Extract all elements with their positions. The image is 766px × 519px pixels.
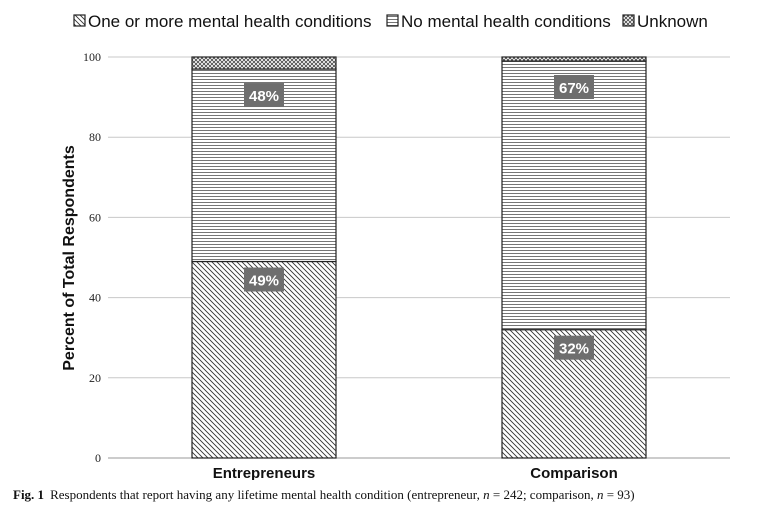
y-axis-label: Percent of Total Respondents bbox=[61, 145, 78, 371]
data-label-bg bbox=[554, 335, 594, 360]
legend-label: Unknown bbox=[637, 12, 708, 31]
legend-swatch bbox=[386, 14, 399, 27]
caption-n-val-2: = 93) bbox=[603, 487, 635, 502]
y-tick-label: 40 bbox=[89, 291, 101, 305]
x-axis-ticks: Entrepreneurs Comparison bbox=[213, 465, 618, 480]
y-tick-label: 100 bbox=[83, 50, 101, 64]
data-label-bg bbox=[554, 75, 594, 100]
data-label-text: 49% bbox=[249, 273, 279, 290]
stacked-bar-chart: One or more mental health conditions No m… bbox=[61, 12, 730, 480]
caption-n-var-2: n bbox=[596, 487, 604, 502]
legend-swatch bbox=[73, 14, 86, 27]
bar-segment bbox=[501, 60, 647, 331]
y-tick-label: 80 bbox=[89, 130, 101, 144]
y-tick-label: 60 bbox=[89, 210, 101, 224]
data-label-text: 67% bbox=[559, 80, 589, 97]
legend: One or more mental health conditions No m… bbox=[73, 12, 708, 31]
bars: 49% 48% 32% 67% bbox=[191, 56, 647, 459]
data-label: 32% bbox=[554, 335, 594, 360]
legend-swatch bbox=[622, 14, 635, 27]
bar-segment bbox=[191, 260, 337, 459]
bar-segment bbox=[191, 56, 337, 70]
y-tick-label: 20 bbox=[89, 371, 101, 385]
data-label: 48% bbox=[244, 83, 284, 108]
caption-text: Respondents that report having any lifet… bbox=[50, 487, 484, 502]
x-tick-label: Entrepreneurs bbox=[213, 465, 316, 480]
caption-n-val-1: = 242; comparison, bbox=[489, 487, 597, 502]
data-label-bg bbox=[244, 83, 284, 108]
legend-label: No mental health conditions bbox=[401, 12, 611, 31]
y-tick-label: 0 bbox=[95, 451, 101, 465]
x-tick-label: Comparison bbox=[530, 465, 618, 480]
caption-n-var-1: n bbox=[483, 487, 490, 502]
figure-number: Fig. 1 bbox=[13, 487, 45, 502]
bar-segment bbox=[501, 56, 647, 62]
data-label-text: 48% bbox=[249, 88, 279, 105]
y-axis-ticks: 0 20 40 60 80 100 bbox=[83, 50, 101, 465]
legend-item: Unknown bbox=[622, 12, 708, 31]
data-label: 67% bbox=[554, 75, 594, 100]
data-label-text: 32% bbox=[559, 341, 589, 358]
data-label-bg bbox=[244, 267, 284, 292]
legend-item: No mental health conditions bbox=[386, 12, 611, 31]
figure-caption: Fig. 1 Respondents that report having any… bbox=[13, 487, 635, 503]
legend-label: One or more mental health conditions bbox=[88, 12, 372, 31]
data-label: 49% bbox=[244, 267, 284, 292]
legend-item: One or more mental health conditions bbox=[73, 12, 372, 31]
